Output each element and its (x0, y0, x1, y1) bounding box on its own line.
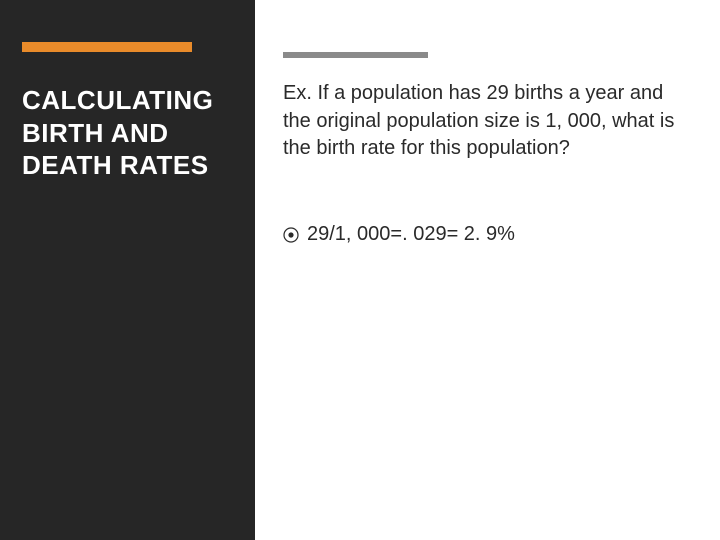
grey-bar (283, 52, 428, 58)
bullet-row: 29/1, 000=. 029= 2. 9% (283, 221, 680, 249)
bullet-text: 29/1, 000=. 029= 2. 9% (307, 221, 515, 249)
right-panel: Ex. If a population has 29 births a year… (255, 0, 720, 540)
bullet-circle-dot-icon (283, 227, 299, 243)
accent-bar (22, 42, 192, 52)
slide-title: CALCULATING BIRTH AND DEATH RATES (22, 84, 233, 182)
example-paragraph: Ex. If a population has 29 births a year… (283, 80, 680, 163)
slide: CALCULATING BIRTH AND DEATH RATES Ex. If… (0, 0, 720, 540)
left-panel: CALCULATING BIRTH AND DEATH RATES (0, 0, 255, 540)
